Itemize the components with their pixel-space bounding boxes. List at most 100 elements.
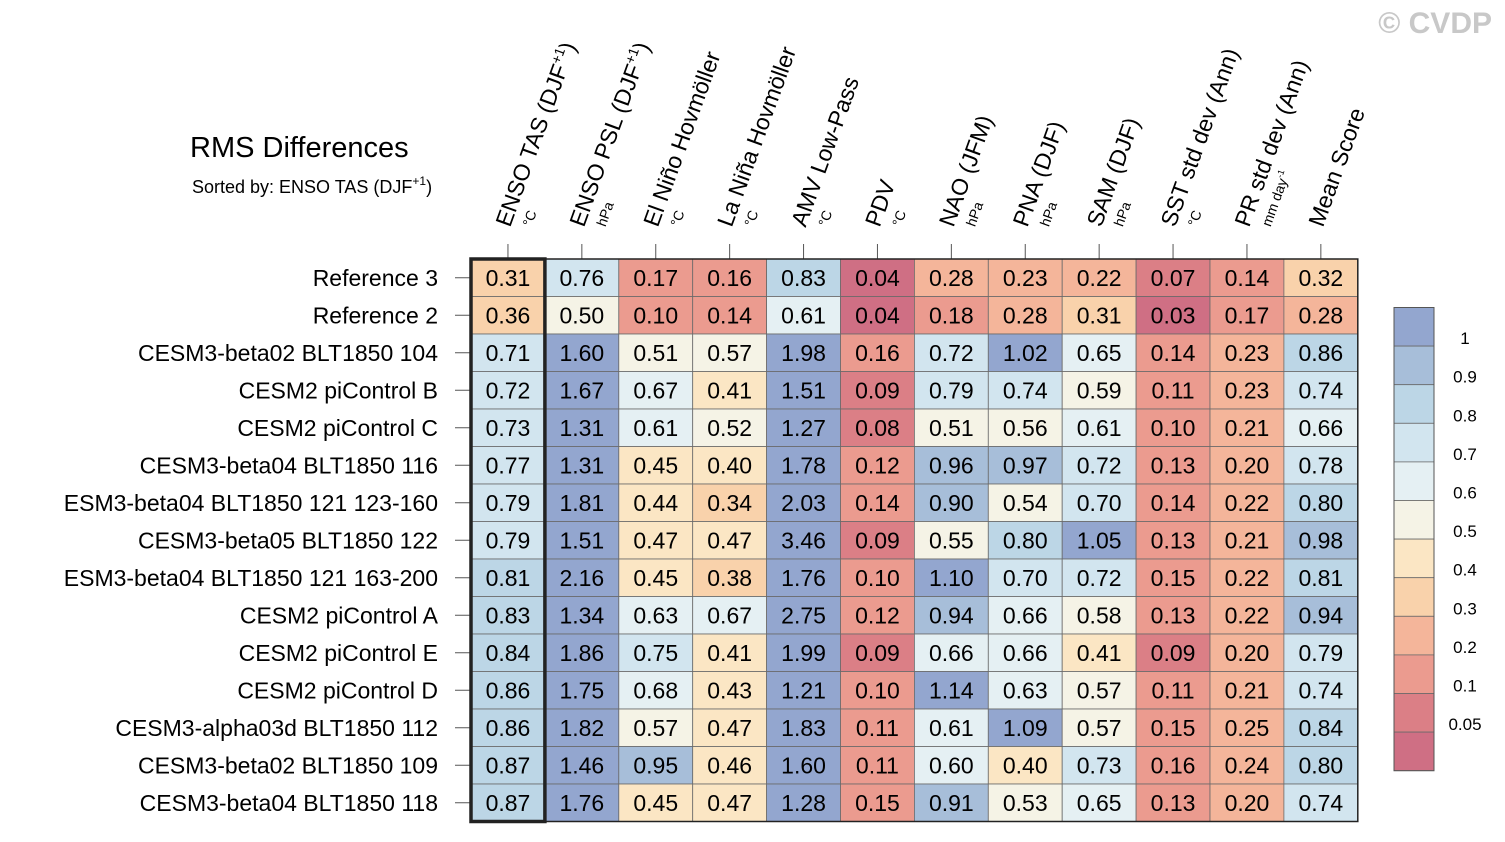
row-label: ESM3-beta04 BLT1850 121 163-200 [64,565,438,591]
heatmap-cell [1061,596,1137,635]
cell-value: 0.10 [855,565,900,591]
cell-value: 1.21 [781,677,826,703]
cell-value: 0.81 [486,565,531,591]
colorbar-label: 0.2 [1453,638,1477,657]
heatmap-cell [544,746,620,785]
cell-value: 3.46 [781,527,826,553]
cell-value: 0.79 [486,527,531,553]
heatmap-cell [766,408,841,447]
cell-value: 0.56 [1003,415,1048,441]
heatmap-cell [692,746,768,785]
cell-value: 0.22 [1225,490,1270,516]
cell-value: 0.04 [855,302,900,328]
heatmap-cell [840,446,915,485]
row-label: CESM2 piControl D [237,677,438,703]
heatmap-cell [1209,633,1285,672]
cell-value: 0.13 [1151,527,1196,553]
cell-value: 0.94 [1298,602,1343,628]
column-unit: °C [889,208,909,228]
column-name: ENSO TAS (DJF+1) [489,38,581,230]
cell-value: 0.90 [929,490,974,516]
cell-value: 1.28 [781,790,826,816]
cell-value: 0.28 [929,265,974,291]
colorbar-label: 0.5 [1453,522,1477,541]
heatmap-cell [470,521,546,560]
heatmap-cell [1283,783,1359,822]
cell-value: 0.72 [929,340,974,366]
cell-value: 0.61 [929,715,974,741]
cell-value: 0.86 [486,715,531,741]
column-name: PNA (DJF) [1008,118,1070,230]
heatmap-cell [470,746,546,785]
cell-value: 0.10 [855,677,900,703]
cell-value: 0.28 [1003,302,1048,328]
heatmap-cell [987,671,1063,710]
cell-value: 1.10 [929,565,974,591]
cell-value: 0.71 [486,340,531,366]
heatmap-cell [692,371,768,410]
cell-value: 0.63 [1003,677,1048,703]
cell-value: 0.53 [1003,790,1048,816]
column-labels: ENSO TAS (DJF+1)°C ENSO PSL (DJF+1)hPa El … [489,38,1370,259]
heatmap-cell [766,558,841,597]
heatmap-cell [987,558,1063,597]
heatmap-cell [840,671,915,710]
cell-value: 0.20 [1225,452,1270,478]
cell-value: 0.07 [1151,265,1196,291]
cell-value: 2.75 [781,602,826,628]
heatmap-cell [470,258,546,297]
cell-value: 0.79 [1298,640,1343,666]
heatmap-cell [1135,333,1211,372]
heatmap-cell [692,671,768,710]
colorbar-swatch [1393,654,1435,694]
row-label: CESM3-beta04 BLT1850 116 [140,452,438,478]
cell-value: 0.81 [1298,565,1343,591]
cell-value: 1.99 [781,640,826,666]
cell-value: 0.40 [1003,752,1048,778]
cell-value: 0.41 [1077,640,1122,666]
heatmap-cell [470,371,546,410]
colorbar-swatch [1393,307,1435,347]
cell-value: 1.83 [781,715,826,741]
cell-value: 0.23 [1003,265,1048,291]
heatmap-cell [766,483,841,522]
cell-value: 0.15 [1151,565,1196,591]
column-name: El Niño Hovmöller [638,48,725,230]
cell-value: 0.68 [633,677,678,703]
cell-value: 0.87 [486,752,531,778]
heatmap-cell [618,446,694,485]
cell-value: 0.61 [1077,415,1122,441]
cell-value: 0.61 [633,415,678,441]
cell-value: 0.10 [1151,415,1196,441]
colorbar-swatch [1393,538,1435,579]
cell-value: 0.80 [1003,527,1048,553]
chart-subtitle: Sorted by: ENSO TAS (DJF+1) [192,174,432,197]
row-label: CESM2 piControl B [239,377,438,403]
cell-value: 0.21 [1225,677,1270,703]
heatmap-cell [544,671,620,710]
cell-value: 0.83 [781,265,826,291]
cell-value: 0.04 [855,265,900,291]
heatmap-cell [692,296,768,335]
heatmap-cell [1209,483,1285,522]
heatmap-cell [1061,371,1137,410]
heatmap-cell [692,783,768,822]
cell-value: 0.94 [929,602,974,628]
cell-value: 0.70 [1077,490,1122,516]
cell-value: 0.14 [855,490,900,516]
heatmap-cell [1135,258,1211,297]
cell-value: 0.67 [633,377,678,403]
cell-value: 0.16 [855,340,900,366]
cell-value: 1.81 [559,490,604,516]
cell-value: 1.60 [781,752,826,778]
heatmap-cell [1061,408,1137,447]
cell-value: 0.20 [1225,790,1270,816]
cell-value: 0.36 [486,302,531,328]
cell-value: 0.25 [1225,715,1270,741]
cell-value: 0.74 [1298,377,1343,403]
heatmap-cell [618,671,694,710]
heatmap-cell [1135,408,1211,447]
row-label: CESM2 piControl E [239,640,438,666]
cell-value: 0.58 [1077,602,1122,628]
cell-value: 0.76 [559,265,604,291]
